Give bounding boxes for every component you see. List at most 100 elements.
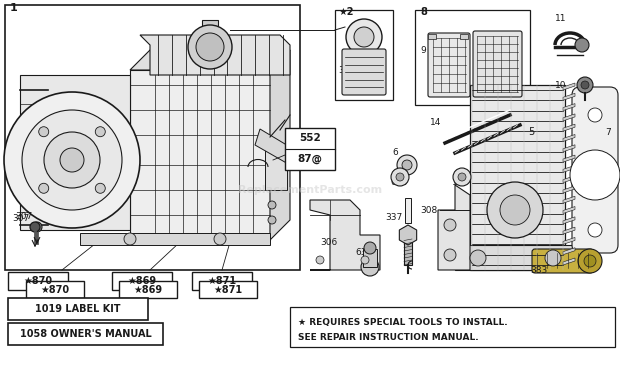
Bar (470, 85, 565, 270)
Circle shape (124, 233, 136, 245)
Bar (363, 249, 377, 267)
Bar (335, 10, 393, 100)
Circle shape (268, 201, 276, 209)
Text: 8: 8 (420, 7, 427, 17)
Bar (455, 245, 575, 270)
Polygon shape (563, 83, 575, 90)
Circle shape (470, 250, 486, 266)
Circle shape (584, 255, 596, 267)
Circle shape (38, 183, 49, 193)
Polygon shape (255, 129, 295, 165)
FancyBboxPatch shape (532, 249, 593, 273)
Text: 7: 7 (605, 128, 611, 137)
Bar (8, 272, 68, 290)
Text: ★870: ★870 (40, 285, 69, 295)
Circle shape (578, 249, 602, 273)
Circle shape (453, 168, 471, 186)
Bar (192, 272, 252, 290)
Text: 306: 306 (320, 238, 337, 247)
Circle shape (95, 127, 105, 137)
Circle shape (458, 173, 466, 181)
Polygon shape (310, 200, 380, 270)
Circle shape (444, 219, 456, 231)
Circle shape (391, 168, 409, 186)
Polygon shape (20, 75, 130, 230)
Text: 5: 5 (528, 127, 534, 137)
FancyBboxPatch shape (572, 87, 618, 253)
Text: ★2: ★2 (338, 7, 353, 17)
Polygon shape (563, 186, 575, 193)
Text: ★869: ★869 (128, 276, 157, 286)
FancyBboxPatch shape (473, 31, 522, 97)
Text: ★871: ★871 (208, 276, 237, 286)
Circle shape (354, 27, 374, 47)
Circle shape (588, 168, 602, 182)
Circle shape (60, 148, 84, 172)
Circle shape (577, 77, 593, 93)
Polygon shape (130, 50, 290, 70)
Circle shape (361, 256, 369, 264)
Text: 307: 307 (12, 214, 29, 223)
Bar (202, 20, 218, 40)
Bar (265, 150, 287, 190)
Circle shape (214, 233, 226, 245)
Circle shape (487, 182, 543, 238)
Text: 11: 11 (555, 14, 567, 23)
Circle shape (196, 33, 224, 61)
Text: 9: 9 (420, 46, 426, 55)
Circle shape (4, 92, 140, 228)
Polygon shape (563, 238, 575, 244)
Polygon shape (563, 155, 575, 162)
Text: SEE REPAIR INSTRUCTION MANUAL.: SEE REPAIR INSTRUCTION MANUAL. (298, 333, 479, 342)
Bar (428, 34, 436, 39)
Circle shape (396, 173, 404, 181)
Circle shape (397, 155, 417, 175)
Polygon shape (563, 248, 575, 255)
Bar (112, 272, 172, 290)
Circle shape (30, 222, 40, 232)
Circle shape (402, 160, 412, 170)
Circle shape (588, 223, 602, 237)
Bar (199, 281, 257, 298)
Polygon shape (399, 225, 417, 245)
Polygon shape (563, 93, 575, 100)
Text: 307: 307 (15, 212, 32, 221)
Bar (8, 323, 163, 345)
Circle shape (500, 195, 530, 225)
Bar (285, 128, 335, 170)
Circle shape (44, 132, 100, 188)
Polygon shape (140, 35, 290, 75)
Text: 1058 OWNER'S MANUAL: 1058 OWNER'S MANUAL (20, 329, 152, 339)
Text: 383: 383 (530, 266, 547, 275)
Circle shape (22, 110, 122, 210)
Polygon shape (563, 206, 575, 214)
Polygon shape (130, 70, 270, 240)
Polygon shape (563, 145, 575, 152)
Text: 3: 3 (338, 66, 343, 75)
Text: 635: 635 (355, 248, 372, 257)
Circle shape (581, 81, 589, 89)
Polygon shape (563, 258, 575, 265)
Circle shape (570, 150, 620, 200)
Text: 1: 1 (10, 3, 18, 13)
Circle shape (95, 183, 105, 193)
Text: 668: 668 (390, 178, 407, 187)
Polygon shape (438, 185, 470, 270)
Polygon shape (563, 124, 575, 131)
Text: 1019 LABEL KIT: 1019 LABEL KIT (35, 304, 121, 314)
Bar (8, 298, 148, 320)
Circle shape (575, 38, 589, 52)
Circle shape (588, 108, 602, 122)
Circle shape (188, 25, 232, 69)
Polygon shape (563, 227, 575, 234)
Circle shape (444, 249, 456, 261)
Text: 337: 337 (385, 213, 402, 222)
Circle shape (38, 127, 49, 137)
Text: ★871: ★871 (213, 285, 242, 295)
Circle shape (361, 258, 379, 276)
Bar (80, 233, 270, 245)
Text: ★ REQUIRES SPECIAL TOOLS TO INSTALL.: ★ REQUIRES SPECIAL TOOLS TO INSTALL. (298, 318, 508, 327)
Text: ★869: ★869 (133, 285, 162, 295)
Text: 308: 308 (420, 206, 437, 215)
Polygon shape (563, 134, 575, 141)
